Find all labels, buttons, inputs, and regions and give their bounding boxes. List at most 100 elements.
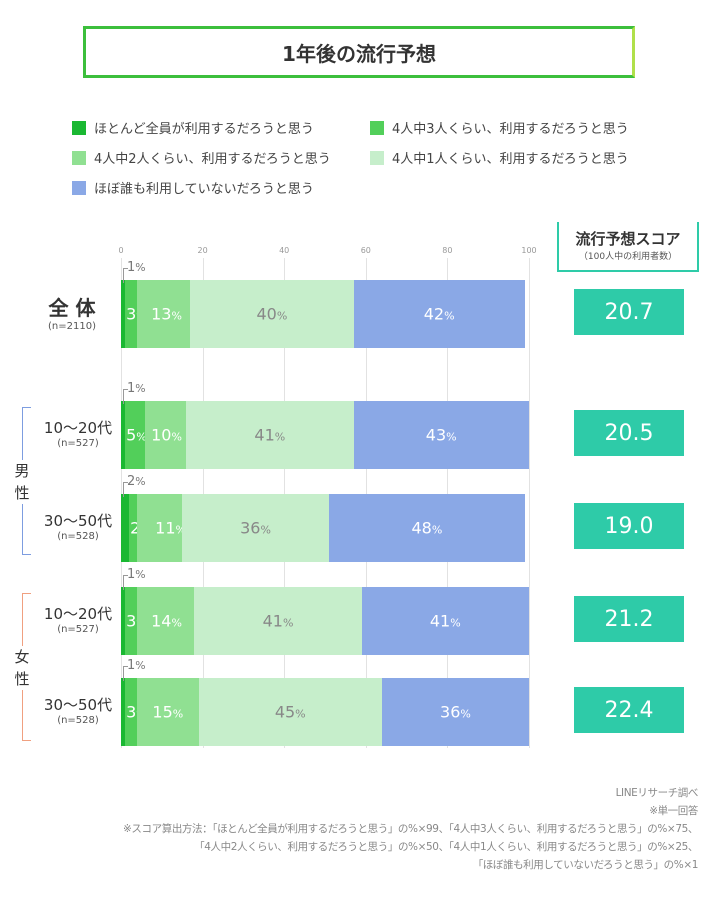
value-label-callout: 1%: [127, 567, 146, 582]
gridline: [529, 258, 530, 748]
bar-segment: [137, 280, 191, 348]
footnote: 「ほぼ誰も利用していないだろうと思う」の%×1: [472, 859, 699, 871]
value-label: 11%: [155, 519, 186, 538]
unit: %: [171, 309, 182, 323]
stacked-bar: 3%13%40%42%: [121, 280, 529, 348]
bar-segment: [121, 678, 126, 746]
unit: %: [175, 523, 186, 537]
unit: %: [444, 309, 455, 323]
callout-line: [123, 268, 128, 283]
value-label: 45%: [275, 703, 306, 722]
row-label-main: 10〜20代: [43, 419, 113, 437]
value-number: 41: [254, 425, 275, 445]
unit: %: [274, 430, 286, 444]
value-label: 36%: [240, 519, 271, 538]
value-number: 1: [127, 260, 136, 275]
value-label: 41%: [263, 612, 294, 631]
bar-segment: [382, 678, 529, 746]
stacked-bar: 2%11%36%48%: [121, 494, 529, 562]
value-label: 36%: [440, 703, 471, 722]
row-label-main: 30〜50代: [43, 512, 113, 530]
legend-item: ほぼ誰も利用していないだろうと思う: [72, 178, 314, 197]
unit: %: [295, 707, 306, 721]
row-label: 10〜20代 (n=527): [28, 417, 128, 449]
score-header-subtitle: （100人中の利用者数）: [578, 252, 678, 262]
bar-segment: [125, 587, 138, 655]
callout-line: [123, 666, 128, 681]
value-number: 36: [440, 702, 461, 722]
legend-swatch: [72, 120, 86, 135]
stacked-bar: 3%14%41%41%: [121, 587, 529, 655]
bar-segment: [137, 587, 195, 655]
value-label: 13%: [151, 305, 182, 324]
bar-segment: [125, 280, 138, 348]
score-header: 流行予想スコア （100人中の利用者数）: [557, 222, 699, 272]
bar-segment: [190, 280, 354, 348]
value-number: 13: [151, 304, 172, 324]
value-label: 10%: [151, 426, 182, 445]
legend-label: 4人中2人くらい、利用するだろうと思う: [94, 152, 331, 167]
value-label: 41%: [430, 612, 461, 631]
score-header-title: 流行予想スコア: [575, 230, 681, 248]
legend-item: 4人中1人くらい、利用するだろうと思う: [370, 148, 629, 167]
footnote: ※スコア算出方法：「ほとんど全員が利用するだろうと思う」の%×99、「4人中3人…: [123, 823, 698, 835]
value-number: 36: [240, 518, 261, 538]
bar-segment: [145, 401, 187, 469]
group-label-female: 女性: [12, 646, 32, 690]
legend-swatch: [370, 150, 384, 165]
footnote: LINEリサーチ調べ: [615, 787, 699, 799]
unit: %: [171, 430, 182, 444]
unit: %: [135, 568, 146, 581]
row-label: 10〜20代 (n=527): [28, 603, 128, 635]
value-number: 43: [425, 425, 447, 445]
value-number: 41: [429, 611, 451, 631]
tick-label: 40: [279, 246, 290, 255]
row-label-main: 30〜50代: [43, 696, 113, 714]
callout-line: [123, 575, 128, 590]
bar-segment: [329, 494, 525, 562]
value-number: 2: [130, 518, 141, 538]
bar-segment: [125, 401, 146, 469]
bar-segment: [182, 494, 330, 562]
bar-segment: [137, 678, 199, 746]
value-label: 14%: [151, 612, 182, 631]
score-box: 20.5: [574, 410, 684, 456]
row-label: 全 体 (n=2110): [22, 292, 122, 332]
row-label-n: (n=528): [57, 715, 99, 726]
row-label-n: (n=527): [57, 438, 99, 449]
stacked-bar: 3%15%45%36%: [121, 678, 529, 746]
bar-segment: [137, 494, 183, 562]
unit: %: [172, 707, 184, 721]
value-label-callout: 1%: [127, 260, 146, 275]
unit: %: [136, 430, 147, 444]
bar-segment: [121, 280, 126, 348]
bar-segment: [194, 587, 362, 655]
unit: %: [460, 707, 471, 721]
score-box: 21.2: [574, 596, 684, 642]
unit: %: [135, 659, 146, 672]
unit: %: [135, 475, 146, 488]
value-number: 1: [127, 658, 136, 673]
tick-label: 100: [521, 246, 537, 255]
legend-swatch: [72, 150, 86, 165]
legend-item: 4人中2人くらい、利用するだろうと思う: [72, 148, 331, 167]
value-number: 41: [262, 611, 283, 631]
row-label-main: 10〜20代: [43, 605, 113, 623]
callout-line: [123, 482, 128, 497]
value-label: 41%: [254, 426, 285, 445]
value-number: 45: [274, 702, 296, 722]
group-label-male: 男性: [12, 460, 32, 504]
bar-segment: [125, 678, 138, 746]
value-number: 48: [411, 518, 432, 538]
tick-label: 60: [360, 246, 371, 255]
legend-swatch: [72, 180, 86, 195]
legend-label: ほぼ誰も利用していないだろうと思う: [94, 182, 314, 197]
value-label: 5%: [126, 426, 147, 445]
tick-label: 0: [118, 246, 124, 255]
value-number: 14: [151, 611, 172, 631]
value-label-callout: 1%: [127, 381, 146, 396]
row-label-n: (n=527): [57, 624, 99, 635]
value-number: 15: [152, 702, 173, 722]
value-number: 42: [423, 304, 445, 324]
